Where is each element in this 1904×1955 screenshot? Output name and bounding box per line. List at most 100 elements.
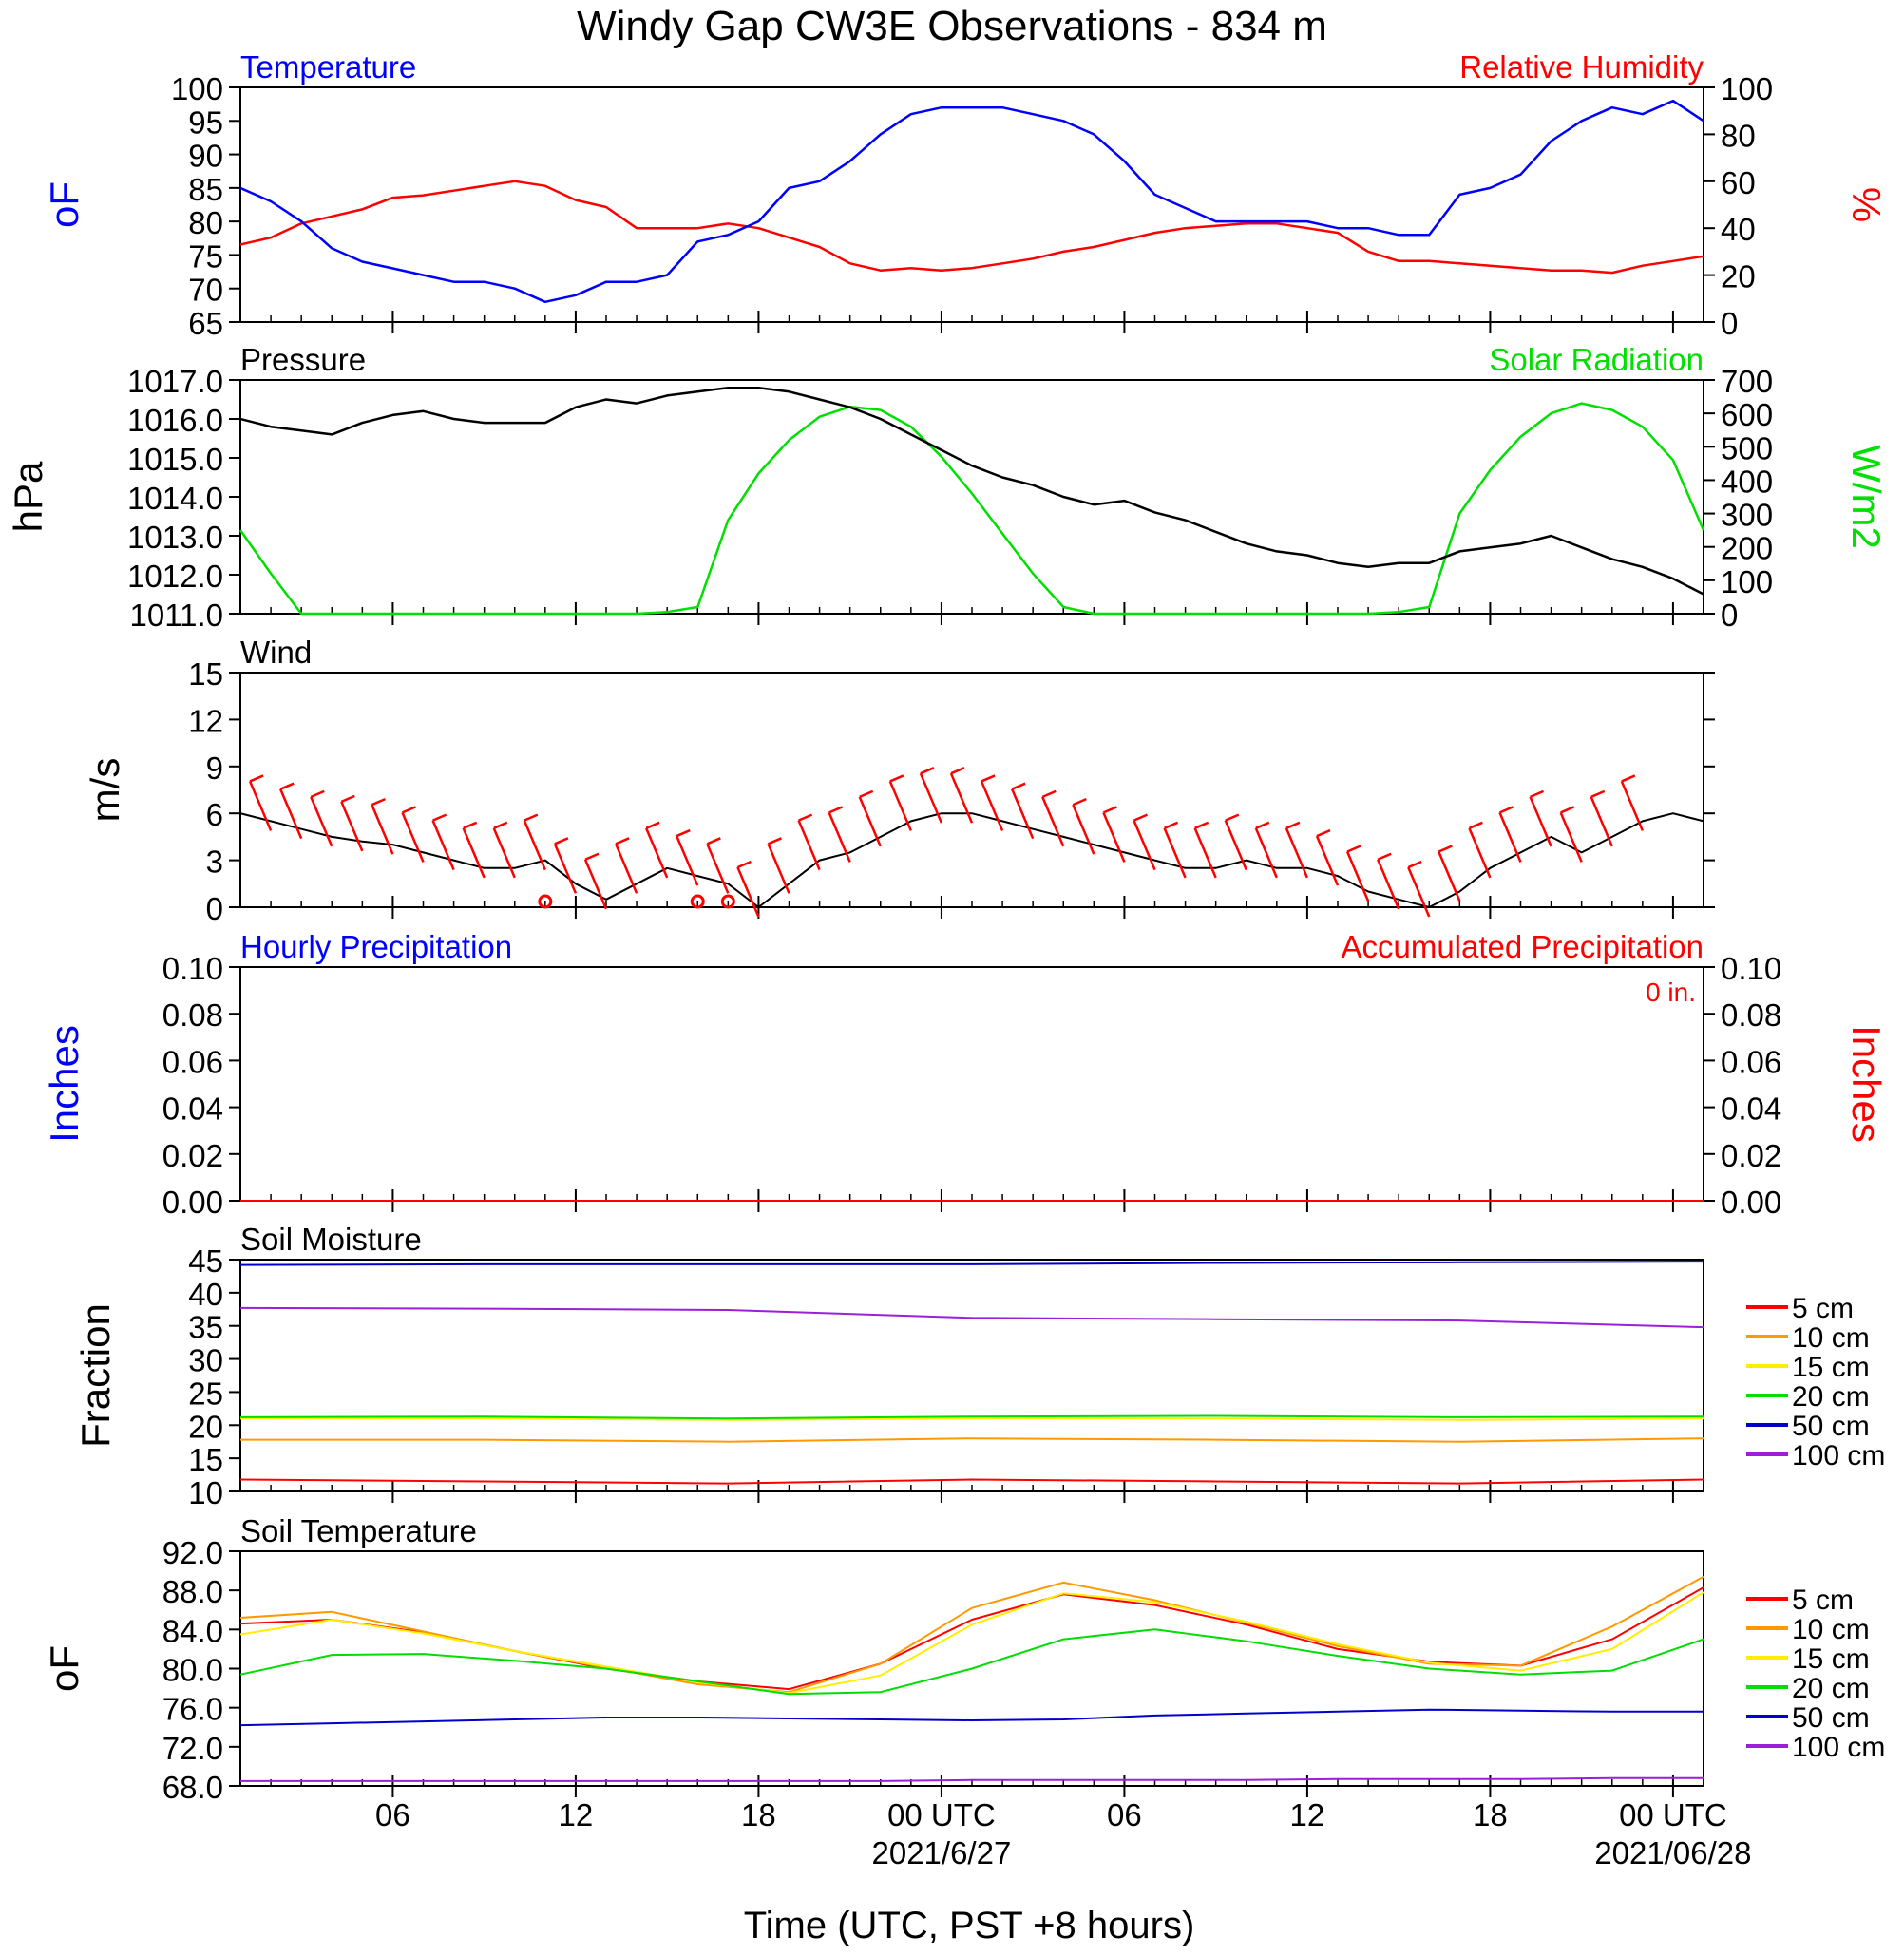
wind-barb-flag (402, 806, 416, 814)
y-tick-label: 0.02 (1721, 1138, 1781, 1173)
wind-barb (797, 820, 821, 871)
left-series-title: Temperature (240, 49, 416, 85)
x-tick-label: 18 (741, 1797, 776, 1832)
wind-barb-flag (736, 860, 752, 869)
calm-wind-marker (538, 894, 553, 909)
y-tick-label: 80 (188, 205, 223, 240)
right-series-title: Accumulated Precipitation (1341, 929, 1704, 964)
panel-title: Soil Moisture (240, 1222, 422, 1257)
legend-label: 15 cm (1792, 1643, 1870, 1675)
wind-barb-flag (1102, 806, 1117, 814)
wind-barb (340, 801, 364, 852)
legend-label: 50 cm (1792, 1702, 1870, 1734)
y-tick-label: 30 (188, 1343, 223, 1378)
legend-label: 15 cm (1792, 1352, 1870, 1383)
wind-barb-flag (920, 767, 935, 775)
wind-barb-flag (706, 837, 721, 845)
y-tick-label: 60 (1721, 165, 1756, 200)
wind-barb-flag (584, 852, 600, 861)
wind-barb-flag (1407, 860, 1422, 869)
left-axis-unit: oF (42, 181, 86, 228)
wind-barb (828, 811, 851, 863)
x-tick-label: 12 (559, 1797, 594, 1832)
wind-barb-flag (1285, 821, 1301, 829)
y-tick-label: 400 (1721, 464, 1773, 499)
y-tick-label: 90 (188, 139, 223, 174)
wind-barb-flag (1041, 789, 1057, 799)
y-tick-label: 700 (1721, 364, 1773, 399)
y-tick-label: 1016.0 (127, 403, 223, 438)
x-date-label: 2021/6/27 (872, 1835, 1012, 1870)
legend-label: 10 cm (1792, 1322, 1870, 1354)
y-tick-label: 40 (1721, 212, 1756, 247)
solar-radiation-line (238, 402, 1705, 616)
y-tick-label: 100 (171, 71, 223, 106)
y-tick-label: 40 (188, 1277, 223, 1312)
wind-barb-flag (981, 774, 996, 783)
wind-barb-flag (859, 789, 874, 799)
wind-barb (1345, 851, 1370, 902)
panel-4: 0.10 0.08 0.06 0.04 0.02 0.00 0.10 0.08 0.06 0.04… (42, 929, 1889, 1220)
right-axis-unit: Inches (1844, 1025, 1889, 1143)
soil-moisture-line (239, 1306, 1704, 1329)
y-tick-label: 70 (188, 273, 223, 308)
y-tick-label: 0 (1721, 598, 1738, 633)
y-tick-label: 15 (188, 656, 223, 692)
legend-label: 10 cm (1792, 1614, 1870, 1645)
y-tick-label: 15 (188, 1442, 223, 1477)
x-tick-label: 06 (375, 1797, 410, 1832)
wind-barb-flag (798, 813, 813, 822)
y-tick-label: 300 (1721, 498, 1773, 533)
wind-barb (676, 835, 699, 886)
wind-barb (1529, 796, 1552, 847)
wind-barb-flag (1590, 789, 1606, 799)
wind-barb (371, 804, 394, 855)
wind-barb (1377, 859, 1400, 910)
y-tick-label: 75 (188, 238, 223, 274)
y-tick-label: 85 (188, 172, 223, 207)
x-tick-label: 00 UTC (1619, 1797, 1727, 1832)
wind-barb-flag (1011, 782, 1026, 790)
chart-title: Windy Gap CW3E Observations - 834 m (577, 3, 1327, 49)
y-tick-label: 80 (1721, 118, 1756, 153)
y-tick-label: 20 (188, 1409, 223, 1444)
right-axis-unit: W/m2 (1844, 445, 1889, 549)
y-tick-label: 500 (1721, 430, 1773, 465)
wind-speed-line (239, 812, 1704, 908)
calm-wind-marker (690, 894, 705, 909)
wind-barb (492, 827, 516, 879)
wind-barb (523, 820, 546, 871)
left-series-title: Hourly Precipitation (240, 929, 512, 964)
wind-barb (1041, 796, 1065, 847)
wind-barb-flag (1621, 774, 1636, 783)
wind-barb-flag (249, 774, 264, 783)
x-tick-label: 12 (1290, 1797, 1325, 1832)
wind-barb (1224, 820, 1247, 871)
y-tick-label: 600 (1721, 397, 1773, 432)
y-tick-label: 1015.0 (127, 442, 223, 477)
y-tick-label: 200 (1721, 531, 1773, 566)
y-tick-label: 88.0 (162, 1574, 223, 1609)
wind-barb-flag (1255, 821, 1270, 829)
y-tick-label: 100 (1721, 564, 1773, 599)
wind-barb-flag (1377, 852, 1392, 861)
wind-barb (919, 772, 943, 824)
panel-3: 15 12 9 6 3 0 Wind m/s (83, 635, 1715, 926)
y-tick-label: 1012.0 (127, 559, 223, 594)
soil-moisture-line (239, 1414, 1704, 1420)
wind-barb (1315, 835, 1340, 886)
y-axis-unit: m/s (83, 758, 127, 823)
y-tick-label: 0.08 (162, 997, 223, 1033)
soil-moisture-line (240, 1437, 1704, 1443)
wind-barb (310, 796, 333, 847)
y-tick-label: 1011.0 (130, 598, 223, 633)
wind-barb (279, 788, 303, 840)
y-tick-label: 0.10 (162, 951, 223, 986)
wind-barb (1102, 811, 1126, 863)
wind-barb (1590, 796, 1613, 847)
wind-barb-flag (1468, 821, 1483, 829)
wind-barb (1407, 866, 1431, 918)
y-tick-label: 0.06 (162, 1044, 223, 1079)
wind-barb (1163, 827, 1187, 879)
left-axis-unit: hPa (6, 461, 50, 532)
